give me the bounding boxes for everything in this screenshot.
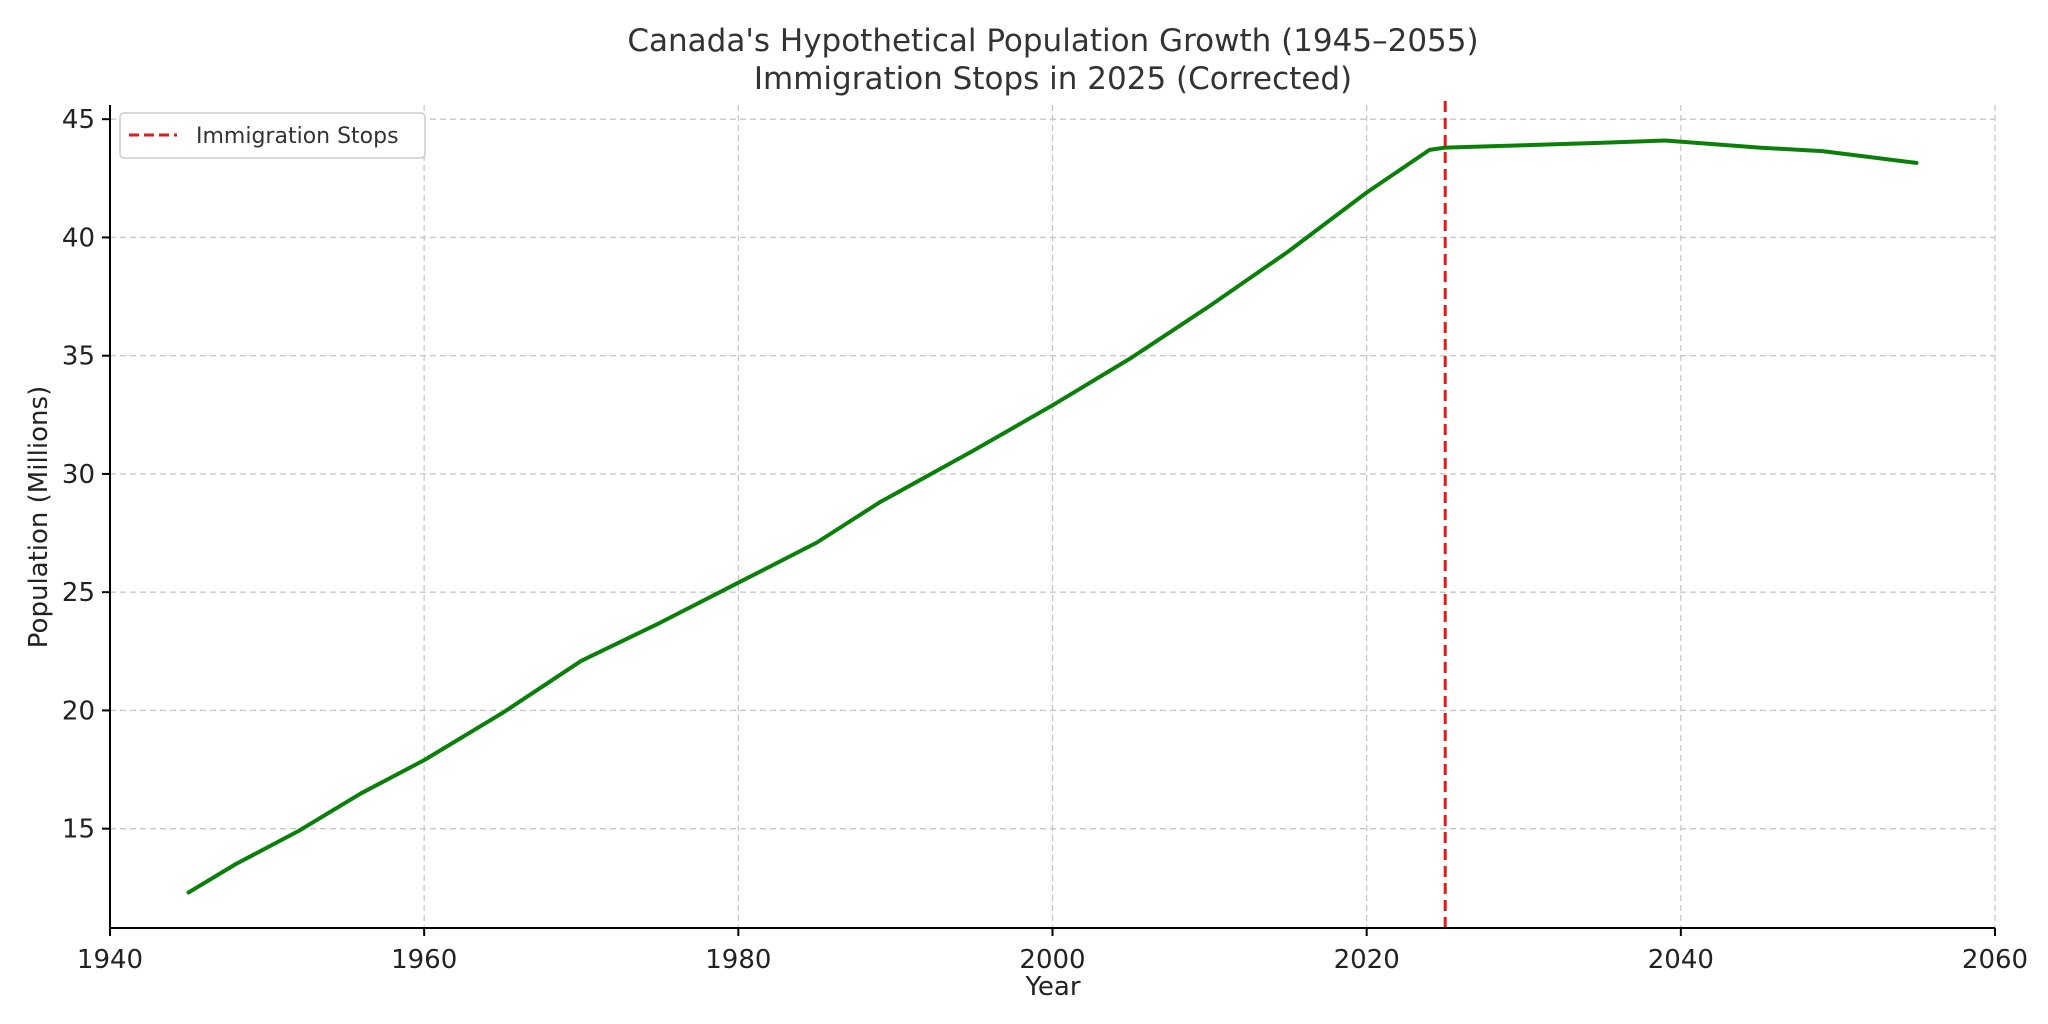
x-tick-label: 2060 [1962,945,2028,975]
axes-layer: 1940 1960 1980 2000 2020 2040 2060 15 20 25 30 35 40… [62,105,2028,975]
legend: Immigration Stops [119,112,426,159]
y-tick-label: 25 [62,578,95,608]
chart-title: Canada's Hypothetical Population Growth … [627,23,1478,59]
data-layer [186,101,1919,928]
x-axis-label: Year [1024,972,1080,1002]
x-tick-label: 2040 [1648,945,1714,975]
y-tick-label: 30 [62,460,95,490]
y-tick-label: 15 [62,815,95,845]
x-tick-label: 1940 [77,945,143,975]
chart-subtitle: Immigration Stops in 2025 (Corrected) [754,61,1352,97]
series-line-0 [186,138,1919,895]
x-tick-label: 1980 [705,945,771,975]
legend-box [119,112,426,159]
y-tick-label: 40 [62,223,95,253]
x-tick-label: 2000 [1019,945,1085,975]
y-tick-label: 45 [62,105,95,135]
x-tick-label: 2020 [1334,945,1400,975]
grid-layer [109,105,1996,928]
y-tick-label: 35 [62,342,95,372]
x-tick-label: 1960 [391,945,457,975]
legend-label: Immigration Stops [196,124,399,149]
y-tick-label: 20 [62,696,95,726]
y-axis-label: Population (Millions) [24,386,54,648]
